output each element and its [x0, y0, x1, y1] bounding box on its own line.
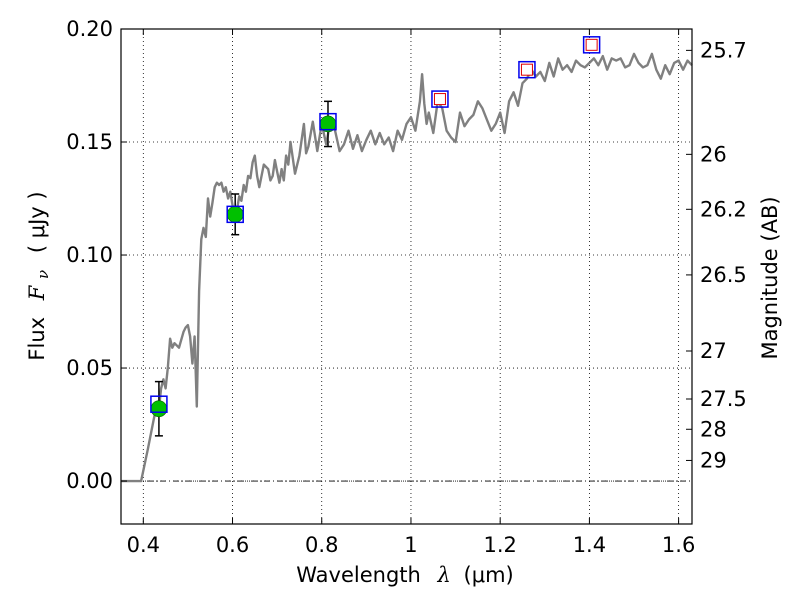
observed-point-1 — [226, 206, 244, 223]
x-tick-label-4: 1.2 — [483, 533, 516, 557]
y2-tick-label-2: 26.2 — [700, 197, 747, 221]
y2-tick-label-6: 28 — [700, 417, 727, 441]
observed-point-0 — [150, 400, 168, 418]
x-axis-label-text: Wavelength — [296, 563, 421, 587]
upper-limit-boxes — [433, 38, 598, 106]
x-tick-label-5: 1.4 — [573, 533, 606, 557]
y2-tick-label-0: 25.7 — [700, 38, 747, 62]
x-axis-label: Wavelength λ (μm) — [296, 563, 513, 587]
x-tick-label-1: 0.6 — [216, 533, 249, 557]
upper-limit-box-0 — [433, 93, 446, 106]
x-tick-label-0: 0.4 — [127, 533, 160, 557]
y2-tick-label-4: 27 — [700, 339, 727, 363]
y2-tick-label-1: 26 — [700, 142, 727, 166]
y-tick-label-1: 0.05 — [66, 356, 113, 380]
y-tick-label-4: 0.20 — [66, 17, 113, 41]
y-tick-label-0: 0.00 — [66, 469, 113, 493]
model-box-3 — [431, 90, 449, 108]
y2-tick-label-5: 27.5 — [700, 387, 747, 411]
model-box-4 — [518, 60, 536, 79]
model-box-2 — [319, 112, 337, 131]
x-axis-label-symbol: λ — [437, 563, 451, 587]
upper-limit-box-1 — [520, 63, 533, 76]
model-spectrum-group — [121, 52, 693, 483]
y-axis-label-unit: ( μJy ) — [25, 191, 49, 253]
y-axis-label-sub: ν — [34, 270, 52, 279]
y-axis-label-text: Flux — [25, 317, 49, 361]
y-axis-label-symbol: F — [25, 284, 49, 301]
y-axis-label: Flux F ν ( μJy ) — [25, 191, 53, 360]
model-box-1 — [226, 205, 244, 224]
model-box-0 — [150, 395, 168, 413]
y2-tick-label-7: 29 — [700, 448, 727, 472]
x-axis-label-unit: (μm) — [464, 563, 514, 587]
model-spectrum-line — [121, 52, 693, 483]
x-ticks: 0.4 0.6 0.8 1 1.2 1.4 1.6 — [127, 29, 695, 557]
x-tick-label-6: 1.6 — [662, 533, 695, 557]
y2-ticks: 25.7 26 26.2 26.5 27 27.5 28 29 — [686, 38, 747, 472]
upper-limit-box-2 — [585, 38, 598, 51]
model-box-5 — [582, 36, 601, 54]
grid — [121, 28, 692, 524]
y-ticks: 0.00 0.05 0.10 0.15 0.20 — [66, 17, 127, 493]
observed-points — [150, 115, 337, 418]
x-tick-label-2: 0.8 — [305, 533, 338, 557]
y2-axis-label: Magnitude (AB) — [758, 196, 782, 359]
y-tick-label-2: 0.10 — [66, 243, 113, 267]
model-boxes — [150, 36, 601, 413]
y-tick-label-3: 0.15 — [66, 130, 113, 154]
plot-frame — [120, 28, 693, 525]
y2-tick-label-3: 26.5 — [700, 263, 747, 287]
x-tick-label-3: 1 — [404, 533, 417, 557]
